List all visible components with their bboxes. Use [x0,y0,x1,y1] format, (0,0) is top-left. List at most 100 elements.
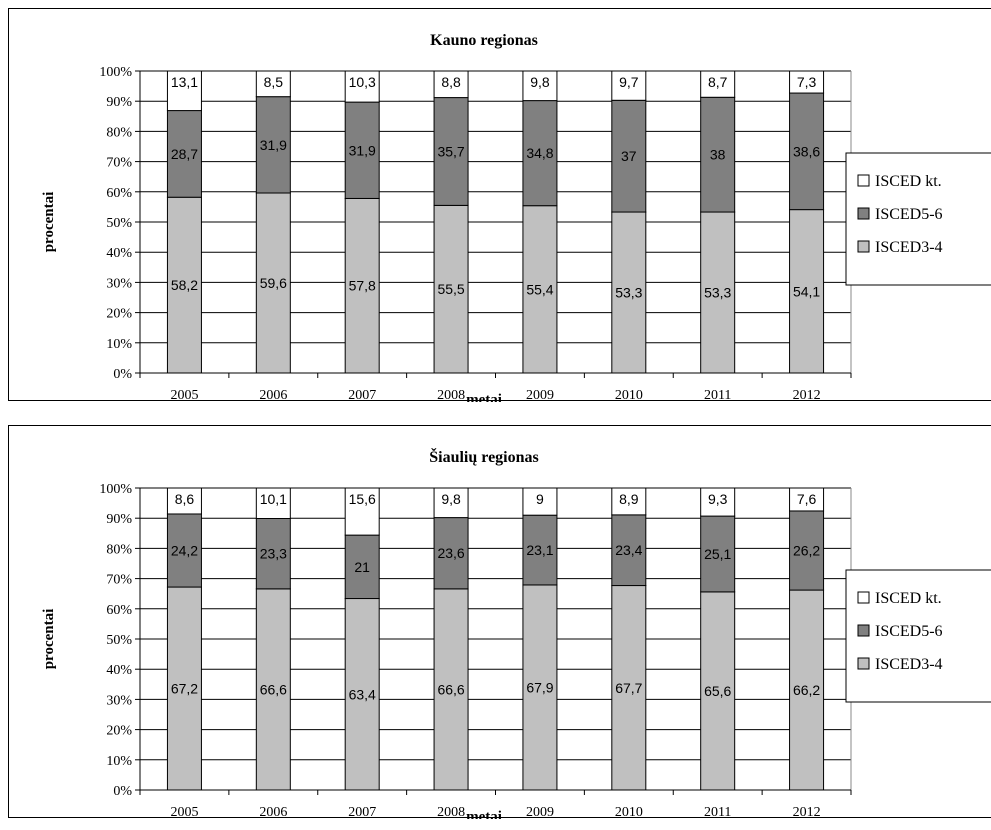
bar-segment [255,70,291,98]
data-label: 26,2 [793,543,820,559]
legend-swatch [857,591,870,604]
y-tick-label: 40% [106,246,132,261]
data-label: 8,6 [175,491,195,507]
bar-segment [611,211,647,374]
y-tick-label: 70% [106,573,132,588]
legend-label: ISCED3-4 [875,239,943,256]
x-tick-label: 2007 [348,388,376,402]
data-label: 55,5 [437,281,464,297]
x-tick-label: 2011 [704,805,731,819]
y-tick-label: 100% [99,482,132,497]
data-label: 66,2 [793,682,820,698]
bar-segment [433,517,469,590]
bar-segment [433,70,469,99]
legend-label: ISCED kt. [875,590,942,607]
x-tick-label: 2010 [615,388,643,402]
data-label: 23,4 [615,542,642,558]
data-label: 21 [354,559,370,575]
data-label: 24,2 [171,543,198,559]
data-label: 10,1 [260,491,287,507]
bar-segment [433,588,469,791]
bar-segment [789,510,825,591]
chart-siauliai: Šiaulių regionas 0% 10% 20% 30% 40% 50% 60% 70% 8… [41,447,991,819]
chart-title: Šiaulių regionas [429,447,539,466]
bar-segment [700,70,736,98]
data-label: 8,9 [619,491,639,507]
legend-label: ISCED5-6 [875,623,943,640]
y-tick-label: 30% [106,693,132,708]
data-label: 7,3 [797,74,817,90]
bar-segment [433,487,469,519]
y-tick-label: 20% [106,307,132,322]
x-tick-label: 2006 [259,805,287,819]
data-label: 13,1 [171,74,198,90]
data-label: 65,6 [704,683,731,699]
bar-segment [522,70,558,102]
bar-segment [344,197,380,374]
x-tick-label: 2006 [259,388,287,402]
x-tick-label: 2007 [348,805,376,819]
y-tick-label: 50% [106,216,132,231]
data-label: 38 [710,147,726,163]
bar-segment [611,585,647,791]
data-label: 67,7 [615,680,642,696]
y-tick-label: 50% [106,633,132,648]
data-label: 9,8 [530,74,550,90]
bar-segment [611,99,647,213]
x-tick-label: 2010 [615,805,643,819]
bar-segment [166,487,202,515]
data-label: 63,4 [349,686,376,702]
data-label: 53,3 [615,285,642,301]
legend-swatch [857,174,870,187]
data-label: 8,8 [441,74,461,90]
legend-box [845,569,991,703]
y-tick-label: 30% [106,276,132,291]
x-tick-label: 2005 [170,805,198,819]
data-label: 9 [536,491,544,507]
legend-label: ISCED kt. [875,173,942,190]
bar-segment [255,487,291,520]
data-label: 31,9 [260,137,287,153]
data-label: 67,2 [171,681,198,697]
data-label: 25,1 [704,546,731,562]
data-label: 55,4 [526,281,553,297]
x-tick-label: 2009 [526,805,554,819]
x-tick-label: 2008 [437,805,465,819]
chart-panel-kaunas: Kauno regionas 0% 10% 20% 30% 40% 50% 60% 70% 80%… [8,8,991,402]
data-label: 66,6 [260,681,287,697]
data-label: 34,8 [526,145,553,161]
data-label: 35,7 [437,143,464,159]
data-label: 58,2 [171,277,198,293]
data-label: 53,3 [704,285,731,301]
bar-segment [344,70,380,103]
bar-segment [611,514,647,587]
bar-segment [433,204,469,374]
data-label: 9,3 [708,491,728,507]
y-axis-title: procentai [41,192,57,253]
data-label: 15,6 [349,491,376,507]
data-label: 7,6 [797,491,817,507]
y-tick-label: 90% [106,95,132,110]
chart-title: Kauno regionas [430,32,538,49]
bar-segment [700,96,736,213]
bar-segment [522,205,558,374]
y-tick-label: 10% [106,337,132,352]
bar-segment [611,487,647,516]
bar-segment [522,514,558,586]
x-tick-label: 2008 [437,388,465,402]
data-label: 9,7 [619,74,639,90]
data-label: 23,3 [260,546,287,562]
y-tick-label: 0% [113,784,132,799]
legend-label: ISCED3-4 [875,656,943,673]
x-tick-label: 2009 [526,388,554,402]
chart-kaunas: Kauno regionas 0% 10% 20% 30% 40% 50% 60% 70% 80%… [41,32,991,402]
y-tick-label: 10% [106,754,132,769]
data-label: 57,8 [349,278,376,294]
data-label: 37 [621,148,637,164]
bar-segment [344,487,380,536]
chart-panel-siauliai: Šiaulių regionas 0% 10% 20% 30% 40% 50% 60% 70% 8… [8,425,991,819]
legend-label: ISCED5-6 [875,206,943,223]
y-tick-label: 60% [106,603,132,618]
data-label: 66,6 [437,681,464,697]
y-tick-label: 80% [106,125,132,140]
